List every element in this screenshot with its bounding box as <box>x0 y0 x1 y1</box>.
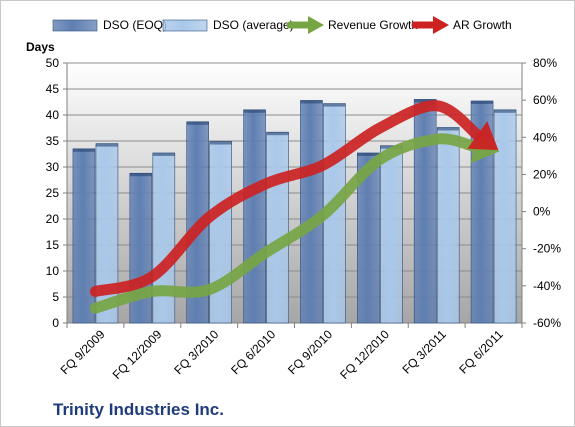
y2-tick-label: 80% <box>533 56 557 70</box>
y2-tick-label: 0% <box>533 205 551 219</box>
y2-tick-label: 20% <box>533 167 557 181</box>
y-tick-label: 5 <box>52 290 59 304</box>
line-ar-growth <box>89 100 499 297</box>
legend-item-revenue-growth: Revenue Growth <box>286 16 418 34</box>
y-tick-label: 10 <box>46 264 60 278</box>
bar-dso-average <box>380 145 403 324</box>
legend-item-dso-average: DSO (average) <box>162 18 294 32</box>
bar-dso-average <box>266 131 289 324</box>
y-tick-label: 45 <box>46 82 60 96</box>
y-tick-label: 40 <box>46 108 60 122</box>
bar-dso-eoq <box>243 109 266 324</box>
x-tick-label: FQ 6/2010 <box>228 327 278 377</box>
bar-dso-average <box>209 141 232 324</box>
y2-tick-label: -40% <box>533 279 561 293</box>
bar-dso-eoq <box>413 99 437 324</box>
company-name: Trinity Industries Inc. <box>53 400 224 419</box>
legend-label: DSO (average) <box>213 18 294 32</box>
bar-dso-average <box>493 109 517 324</box>
y2-tick-label: -60% <box>533 316 561 330</box>
x-tick-label: FQ 12/2010 <box>337 327 392 382</box>
y-tick-label: 25 <box>46 186 60 200</box>
legend-item-ar-growth: AR Growth <box>411 16 512 34</box>
y2-tick-label: -20% <box>533 242 561 256</box>
x-tick-label: FQ 6/2011 <box>456 327 506 377</box>
x-tick-label: FQ 9/2009 <box>58 327 108 377</box>
x-tick-label: FQ 3/2010 <box>171 327 221 377</box>
bar-dso-average <box>95 143 119 324</box>
bar-dso-eoq <box>72 148 96 324</box>
y-tick-label: 15 <box>46 238 60 252</box>
y-tick-label: 30 <box>46 160 60 174</box>
x-tick-label: FQ 3/2011 <box>399 327 449 377</box>
bar-dso-average <box>436 127 460 324</box>
y2-tick-label: 60% <box>533 93 557 107</box>
legend-label: DSO (EOQ) <box>103 18 167 32</box>
y-tick-label: 20 <box>46 212 60 226</box>
y-tick-label: 0 <box>52 316 59 330</box>
bar-dso-average <box>152 152 176 324</box>
y-tick-label: 35 <box>46 134 60 148</box>
legend-label: AR Growth <box>453 18 512 32</box>
x-tick-label: FQ 12/2009 <box>110 327 165 382</box>
y-tick-label: 50 <box>46 56 60 70</box>
y-axis-title: Days <box>26 40 55 54</box>
y2-tick-label: 40% <box>533 130 557 144</box>
legend-label: Revenue Growth <box>328 18 418 32</box>
bar-dso-eoq <box>357 152 380 324</box>
x-tick-label: FQ 9/2010 <box>285 327 335 377</box>
legend-item-dso-eoq: DSO (EOQ) <box>52 18 167 32</box>
